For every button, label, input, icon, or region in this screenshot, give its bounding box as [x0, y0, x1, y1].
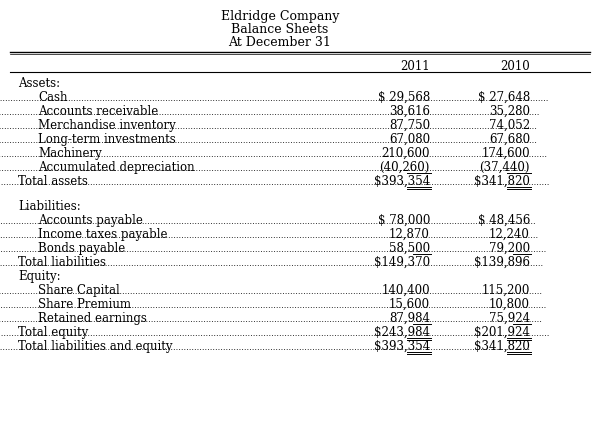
- Text: 87,750: 87,750: [389, 119, 430, 132]
- Text: Equity:: Equity:: [18, 270, 61, 283]
- Text: $ 27,648: $ 27,648: [478, 91, 530, 104]
- Text: $341,820: $341,820: [474, 340, 530, 353]
- Text: At December 31: At December 31: [229, 36, 331, 49]
- Text: 12,870: 12,870: [389, 228, 430, 241]
- Text: 74,052: 74,052: [489, 119, 530, 132]
- Text: ................................................................................: ........................................…: [0, 316, 542, 324]
- Text: $393,354: $393,354: [374, 340, 430, 353]
- Text: ................................................................................: ........................................…: [0, 151, 548, 159]
- Text: 2010: 2010: [500, 60, 530, 73]
- Text: 15,600: 15,600: [389, 298, 430, 311]
- Text: 140,400: 140,400: [382, 284, 430, 297]
- Text: (37,440): (37,440): [479, 161, 530, 174]
- Text: ................................................................................: ........................................…: [0, 109, 540, 117]
- Text: 79,200: 79,200: [489, 242, 530, 255]
- Text: Total liabilities and equity: Total liabilities and equity: [18, 340, 173, 353]
- Text: Share Capital: Share Capital: [38, 284, 120, 297]
- Text: ................................................................................: ........................................…: [0, 246, 547, 254]
- Text: Retained earnings: Retained earnings: [38, 312, 147, 325]
- Text: $ 29,568: $ 29,568: [378, 91, 430, 104]
- Text: 35,280: 35,280: [489, 105, 530, 118]
- Text: Accounts payable: Accounts payable: [38, 214, 143, 227]
- Text: Liabilities:: Liabilities:: [18, 200, 81, 213]
- Text: Bonds payable: Bonds payable: [38, 242, 125, 255]
- Text: ................................................................................: ........................................…: [0, 218, 536, 226]
- Text: 67,680: 67,680: [489, 133, 530, 146]
- Text: ................................................................................: ........................................…: [0, 232, 539, 240]
- Text: $ 78,000: $ 78,000: [377, 214, 430, 227]
- Text: ................................................................................: ........................................…: [0, 137, 538, 145]
- Text: Income taxes payable: Income taxes payable: [38, 228, 167, 241]
- Text: 58,500: 58,500: [389, 242, 430, 255]
- Text: Total liabilities: Total liabilities: [18, 256, 106, 269]
- Text: Long-term investments: Long-term investments: [38, 133, 176, 146]
- Text: Merchandise inventory: Merchandise inventory: [38, 119, 176, 132]
- Text: Accounts receivable: Accounts receivable: [38, 105, 158, 118]
- Text: ................................................................................: ........................................…: [0, 330, 550, 338]
- Text: Assets:: Assets:: [18, 77, 60, 90]
- Text: $ 48,456: $ 48,456: [478, 214, 530, 227]
- Text: $139,896: $139,896: [474, 256, 530, 269]
- Text: Eldridge Company: Eldridge Company: [221, 10, 339, 23]
- Text: $341,820: $341,820: [474, 175, 530, 188]
- Text: Accumulated depreciation: Accumulated depreciation: [38, 161, 194, 174]
- Text: (40,260): (40,260): [380, 161, 430, 174]
- Text: Total assets: Total assets: [18, 175, 88, 188]
- Text: $243,984: $243,984: [374, 326, 430, 339]
- Text: 174,600: 174,600: [481, 147, 530, 160]
- Text: 12,240: 12,240: [489, 228, 530, 241]
- Text: 210,600: 210,600: [382, 147, 430, 160]
- Text: ................................................................................: ........................................…: [0, 95, 549, 102]
- Text: Balance Sheets: Balance Sheets: [232, 23, 329, 36]
- Text: ................................................................................: ........................................…: [0, 179, 550, 187]
- Text: ................................................................................: ........................................…: [0, 344, 530, 352]
- Text: ................................................................................: ........................................…: [0, 165, 527, 173]
- Text: ................................................................................: ........................................…: [0, 260, 543, 268]
- Text: ................................................................................: ........................................…: [0, 123, 538, 131]
- Text: Share Premium: Share Premium: [38, 298, 131, 311]
- Text: ................................................................................: ........................................…: [0, 288, 542, 296]
- Text: 10,800: 10,800: [489, 298, 530, 311]
- Text: 67,080: 67,080: [389, 133, 430, 146]
- Text: $149,370: $149,370: [374, 256, 430, 269]
- Text: ................................................................................: ........................................…: [0, 302, 547, 310]
- Text: 87,984: 87,984: [389, 312, 430, 325]
- Text: Machinery: Machinery: [38, 147, 102, 160]
- Text: 75,924: 75,924: [489, 312, 530, 325]
- Text: $201,924: $201,924: [474, 326, 530, 339]
- Text: 2011: 2011: [400, 60, 430, 73]
- Text: 115,200: 115,200: [482, 284, 530, 297]
- Text: Cash: Cash: [38, 91, 67, 104]
- Text: 38,616: 38,616: [389, 105, 430, 118]
- Text: $393,354: $393,354: [374, 175, 430, 188]
- Text: Total equity: Total equity: [18, 326, 88, 339]
